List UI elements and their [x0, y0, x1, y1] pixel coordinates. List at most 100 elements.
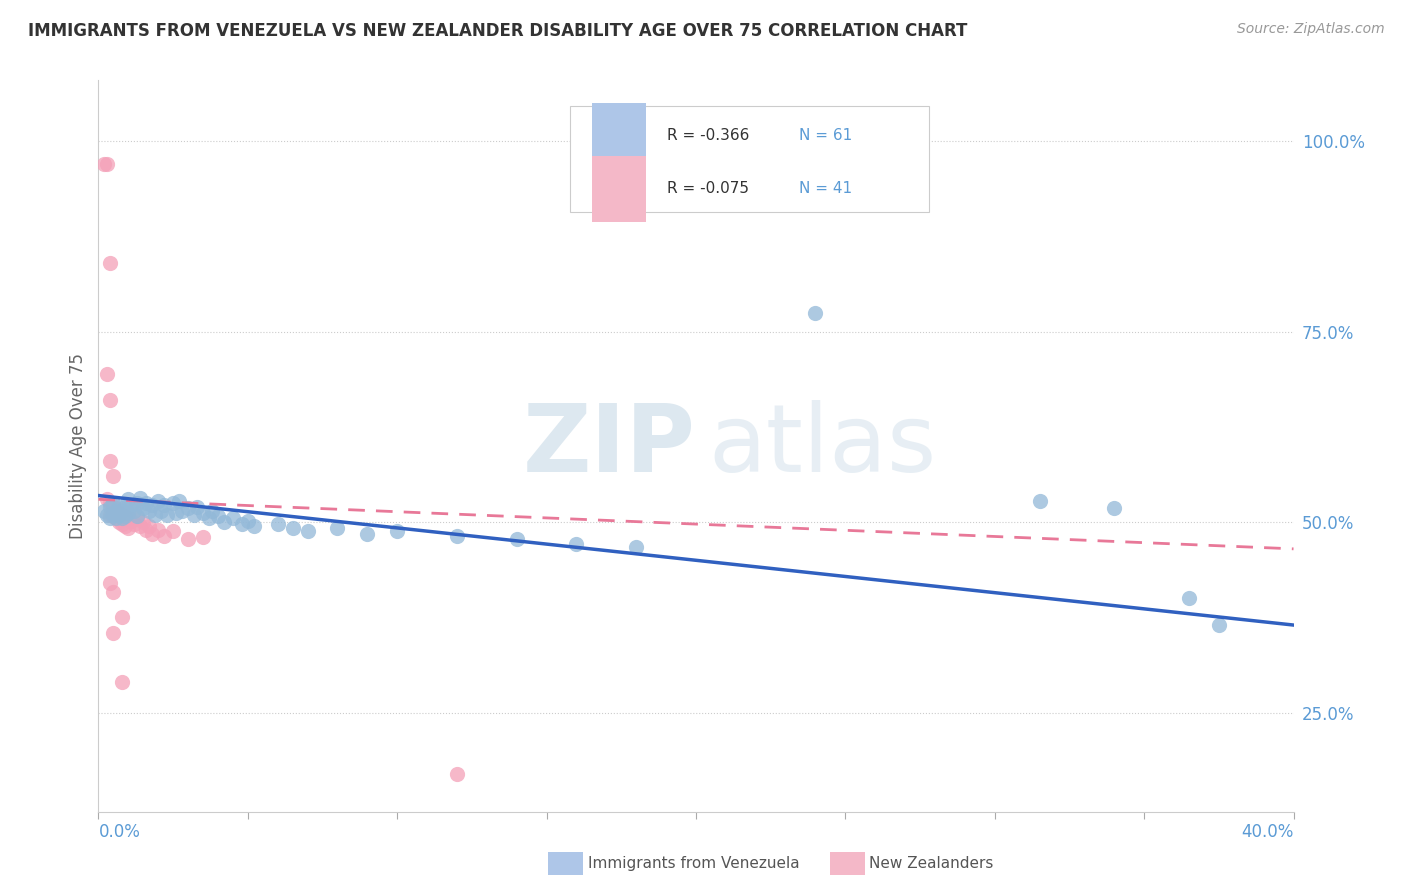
Point — [1208, 618, 1230, 632]
Point — [191, 530, 214, 544]
Point — [162, 524, 184, 539]
Point — [156, 508, 179, 522]
Point — [356, 526, 378, 541]
Point — [243, 519, 266, 533]
Point — [103, 625, 125, 640]
Point — [100, 454, 122, 468]
Point — [222, 511, 245, 525]
Point — [177, 532, 200, 546]
Point — [103, 469, 125, 483]
Point — [446, 766, 468, 780]
Point — [148, 494, 170, 508]
Point — [117, 511, 139, 525]
Point — [183, 508, 205, 522]
Point — [297, 524, 319, 539]
Point — [93, 504, 115, 518]
Point — [141, 499, 163, 513]
Text: N = 61: N = 61 — [799, 128, 852, 143]
Point — [105, 501, 128, 516]
Point — [162, 496, 184, 510]
Text: ZIP: ZIP — [523, 400, 696, 492]
Text: Immigrants from Venezuela: Immigrants from Venezuela — [588, 856, 800, 871]
Point — [385, 524, 409, 539]
Point — [150, 504, 173, 518]
Point — [108, 508, 131, 522]
Point — [117, 492, 139, 507]
Point — [103, 509, 125, 524]
Point — [127, 509, 149, 524]
Point — [141, 526, 163, 541]
Point — [111, 511, 134, 525]
Point — [120, 514, 142, 528]
Text: R = -0.366: R = -0.366 — [668, 128, 749, 143]
Point — [446, 529, 468, 543]
Point — [103, 500, 125, 514]
Point — [108, 506, 131, 520]
Point — [96, 367, 118, 381]
Point — [138, 504, 160, 518]
Text: 0.0%: 0.0% — [98, 823, 141, 841]
Point — [111, 610, 134, 624]
Text: atlas: atlas — [709, 400, 936, 492]
Point — [626, 540, 648, 554]
Point — [103, 585, 125, 599]
Point — [120, 499, 142, 513]
Bar — [592, 156, 645, 221]
Point — [108, 500, 131, 514]
Point — [135, 523, 157, 537]
Y-axis label: Disability Age Over 75: Disability Age Over 75 — [69, 353, 87, 539]
Text: IMMIGRANTS FROM VENEZUELA VS NEW ZEALANDER DISABILITY AGE OVER 75 CORRELATION CH: IMMIGRANTS FROM VENEZUELA VS NEW ZEALAND… — [28, 22, 967, 40]
Point — [108, 515, 131, 529]
FancyBboxPatch shape — [571, 106, 929, 212]
Point — [148, 523, 170, 537]
Point — [212, 515, 235, 529]
Point — [267, 516, 290, 531]
Point — [506, 532, 529, 546]
Point — [153, 499, 176, 513]
Point — [114, 509, 136, 524]
Point — [804, 306, 827, 320]
Point — [129, 519, 152, 533]
Point — [153, 529, 176, 543]
Point — [1178, 591, 1201, 606]
Bar — [592, 103, 645, 169]
Point — [138, 519, 160, 533]
Point — [231, 516, 253, 531]
Point — [186, 500, 208, 514]
Point — [117, 521, 139, 535]
Point — [100, 508, 122, 522]
Point — [114, 500, 136, 514]
Text: 40.0%: 40.0% — [1241, 823, 1294, 841]
Point — [172, 504, 194, 518]
Point — [281, 521, 304, 535]
Point — [1028, 494, 1050, 508]
Point — [124, 516, 146, 531]
Point — [111, 508, 134, 522]
Point — [100, 500, 122, 514]
Point — [103, 496, 125, 510]
Point — [100, 256, 122, 270]
Point — [105, 511, 128, 525]
Point — [111, 504, 134, 518]
Point — [114, 509, 136, 524]
Point — [100, 511, 122, 525]
Point — [100, 496, 122, 510]
Point — [129, 491, 152, 505]
Point — [167, 494, 190, 508]
Point — [100, 576, 122, 591]
Point — [103, 508, 125, 522]
Text: N = 41: N = 41 — [799, 181, 852, 196]
Text: R = -0.075: R = -0.075 — [668, 181, 749, 196]
Point — [191, 506, 214, 520]
Point — [127, 511, 149, 525]
Text: New Zealanders: New Zealanders — [869, 856, 993, 871]
Point — [207, 509, 229, 524]
Point — [111, 516, 134, 531]
Point — [198, 511, 221, 525]
Point — [1104, 501, 1126, 516]
Point — [132, 501, 155, 516]
Point — [132, 515, 155, 529]
Text: Source: ZipAtlas.com: Source: ZipAtlas.com — [1237, 22, 1385, 37]
Point — [326, 521, 349, 535]
Point — [105, 511, 128, 525]
